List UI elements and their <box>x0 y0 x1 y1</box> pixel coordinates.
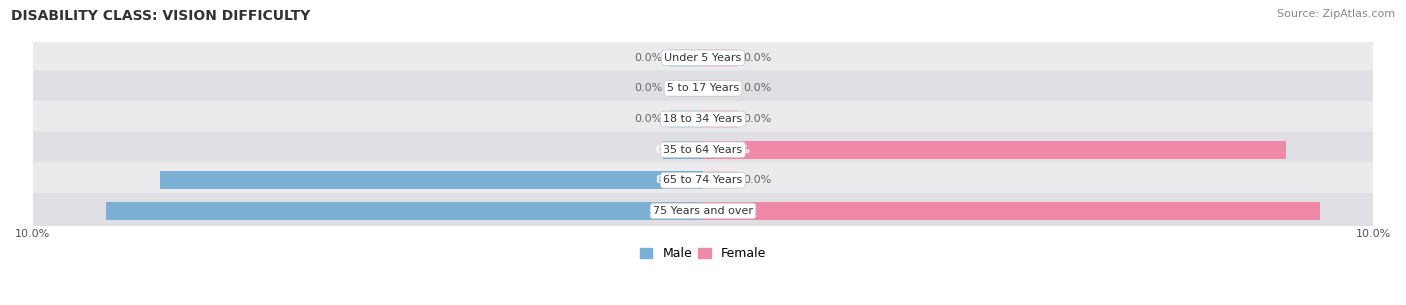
FancyBboxPatch shape <box>25 77 1381 100</box>
Text: 0.0%: 0.0% <box>744 114 772 124</box>
Text: 0.0%: 0.0% <box>744 175 772 185</box>
Text: 8.9%: 8.9% <box>655 206 686 216</box>
Bar <box>703 80 737 97</box>
Text: 0.0%: 0.0% <box>634 114 662 124</box>
Bar <box>160 171 703 189</box>
FancyBboxPatch shape <box>17 132 1389 168</box>
Bar <box>669 80 703 97</box>
Bar <box>107 202 703 220</box>
FancyBboxPatch shape <box>17 162 1389 198</box>
FancyBboxPatch shape <box>25 46 1381 70</box>
Bar <box>669 49 703 67</box>
Bar <box>703 202 1320 220</box>
Text: Source: ZipAtlas.com: Source: ZipAtlas.com <box>1277 9 1395 19</box>
Bar <box>669 110 703 128</box>
FancyBboxPatch shape <box>25 138 1381 162</box>
FancyBboxPatch shape <box>17 40 1389 76</box>
Text: 0.6%: 0.6% <box>655 145 686 155</box>
Bar <box>703 171 737 189</box>
Text: Under 5 Years: Under 5 Years <box>665 53 741 63</box>
Text: 0.0%: 0.0% <box>744 53 772 63</box>
Text: 5 to 17 Years: 5 to 17 Years <box>666 83 740 93</box>
FancyBboxPatch shape <box>17 101 1389 137</box>
Text: 35 to 64 Years: 35 to 64 Years <box>664 145 742 155</box>
FancyBboxPatch shape <box>25 199 1381 223</box>
Text: 9.2%: 9.2% <box>720 206 751 216</box>
Text: 65 to 74 Years: 65 to 74 Years <box>664 175 742 185</box>
Text: 8.7%: 8.7% <box>720 145 751 155</box>
FancyBboxPatch shape <box>17 193 1389 229</box>
FancyBboxPatch shape <box>25 107 1381 131</box>
Bar <box>662 141 703 159</box>
Text: 75 Years and over: 75 Years and over <box>652 206 754 216</box>
Text: 0.0%: 0.0% <box>634 53 662 63</box>
Text: DISABILITY CLASS: VISION DIFFICULTY: DISABILITY CLASS: VISION DIFFICULTY <box>11 9 311 23</box>
Text: 0.0%: 0.0% <box>634 83 662 93</box>
Bar <box>703 141 1286 159</box>
FancyBboxPatch shape <box>17 70 1389 106</box>
FancyBboxPatch shape <box>25 168 1381 192</box>
Bar <box>703 49 737 67</box>
Text: 0.0%: 0.0% <box>744 83 772 93</box>
Text: 18 to 34 Years: 18 to 34 Years <box>664 114 742 124</box>
Text: 8.1%: 8.1% <box>655 175 686 185</box>
Legend: Male, Female: Male, Female <box>640 247 766 260</box>
Bar <box>703 110 737 128</box>
